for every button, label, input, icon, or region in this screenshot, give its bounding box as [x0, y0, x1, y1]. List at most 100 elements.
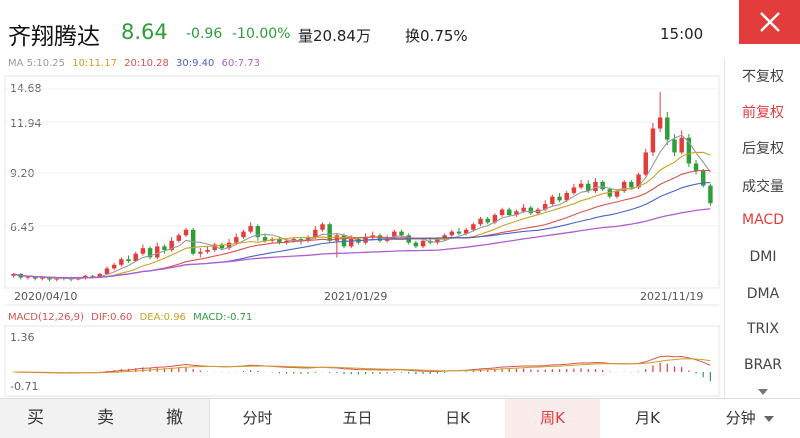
candle-body [507, 209, 512, 216]
candle-body [32, 276, 38, 279]
candle-body [514, 211, 519, 216]
candle-body [104, 268, 110, 274]
candle-body [650, 128, 656, 153]
candle-body [700, 170, 706, 186]
candle-body [521, 207, 526, 212]
candle-body [399, 231, 404, 236]
candle-body [564, 192, 569, 201]
price-tick-4: 6.45 [10, 221, 35, 234]
buy-button[interactable]: 买 [0, 399, 72, 438]
indicator-sidebar: 不复权 前复权 后复权 成交量 MACD DMI DMA TRIX BRAR [724, 58, 800, 398]
candle-body [571, 187, 577, 193]
tab-no-adjust[interactable]: 不复权 [742, 69, 784, 85]
candle-body [449, 231, 455, 236]
tab-macd[interactable]: MACD [742, 212, 784, 228]
volume-value: 20.84万 [313, 27, 371, 45]
ma5-line [13, 134, 711, 280]
candle-body [226, 242, 232, 249]
price-panel-frame [4, 75, 720, 289]
close-icon [760, 12, 780, 32]
candle-body [528, 207, 534, 214]
tab-volume[interactable]: 成交量 [742, 179, 784, 195]
candle-body [255, 226, 261, 238]
candle-body [550, 196, 555, 204]
sell-button[interactable]: 卖 [71, 399, 141, 438]
candle-body [492, 215, 498, 223]
candle-body [205, 250, 210, 252]
candle-body [542, 203, 548, 210]
volume-label: 量 [298, 27, 314, 45]
candle-body [140, 248, 146, 254]
candle-body [485, 218, 490, 223]
price-change-percent: -10.00% [232, 26, 291, 42]
candle-body [334, 235, 340, 241]
cancel-order-button[interactable]: 撤 [140, 399, 210, 438]
tab-intraday[interactable]: 分时 [242, 409, 273, 427]
price-tick-2: 11.94 [10, 117, 42, 130]
candle-body [54, 278, 59, 280]
tab-weekly-k[interactable]: 周K [505, 399, 600, 438]
candle-body [90, 275, 95, 277]
macd-tick-bottom: -0.71 [10, 380, 39, 393]
sidebar-more-icon[interactable] [757, 381, 769, 400]
candle-body [463, 229, 469, 234]
candle-body [133, 253, 138, 262]
candle-body [320, 224, 325, 230]
tab-dma[interactable]: DMA [746, 286, 780, 302]
bottom-toolbar: 买 卖 撤 分时 五日 日K 周K 月K 分钟 [0, 398, 800, 438]
candle-body [234, 237, 239, 243]
tab-monthly-k[interactable]: 月K [635, 409, 660, 427]
candle-body [147, 248, 153, 258]
stock-name: 齐翔腾达 [8, 24, 100, 50]
candle-body [557, 196, 562, 201]
close-button[interactable] [739, 0, 800, 44]
tab-brar[interactable]: BRAR [743, 357, 783, 373]
ma20-label: 20:10.28 [124, 58, 169, 69]
candle-body [377, 235, 383, 241]
quote-time: 15:00 [660, 25, 704, 43]
candle-body [97, 273, 103, 277]
tab-minute-label: 分钟 [725, 409, 756, 427]
tab-trix[interactable]: TRIX [747, 321, 779, 337]
tab-five-day[interactable]: 五日 [342, 409, 373, 427]
candle-body [693, 163, 699, 171]
macd-legend: MACD(12,26,9) DIF:0.60 DEA:0.96 MACD:-0.… [8, 312, 256, 323]
candle-body [176, 235, 182, 241]
candle-body [248, 226, 253, 232]
candle-body [25, 276, 31, 278]
candle-body [111, 264, 117, 269]
candle-body [40, 277, 45, 279]
date-label-end: 2021/11/19 [640, 290, 704, 303]
candle-body [183, 229, 189, 236]
candle-body [392, 231, 397, 238]
tab-backward-adjust[interactable]: 后复权 [742, 141, 784, 157]
candle-body [169, 240, 174, 251]
candle-body [262, 237, 268, 241]
tab-daily-k[interactable]: 日K [445, 409, 470, 427]
candle-body [708, 185, 713, 204]
tab-minute[interactable]: 分钟 [700, 399, 800, 438]
turnover: 换0.75% [405, 25, 468, 46]
candle-body [83, 275, 88, 278]
candle-body [413, 242, 419, 247]
macd-dif: DIF:0.60 [91, 312, 133, 323]
turnover-label: 换 [405, 27, 421, 45]
chevron-down-icon [764, 416, 775, 422]
candle-body [629, 181, 634, 188]
tab-dmi[interactable]: DMI [749, 249, 777, 265]
tab-forward-adjust[interactable]: 前复权 [742, 105, 784, 121]
candle-body [212, 244, 217, 251]
ma30-label: 30:9.40 [176, 58, 215, 69]
kline-chart[interactable] [0, 58, 724, 398]
candle-body [600, 181, 605, 190]
candle-body [277, 238, 282, 243]
candle-body [456, 231, 462, 234]
candle-body [241, 231, 246, 238]
candle-body [219, 244, 225, 249]
macd-panel-frame [4, 325, 720, 397]
volume: 量20.84万 [298, 25, 371, 46]
candle-body [478, 218, 483, 225]
macd-dif-line [13, 355, 711, 374]
ma60-line [13, 208, 711, 279]
price-change: -0.96 [186, 26, 223, 42]
